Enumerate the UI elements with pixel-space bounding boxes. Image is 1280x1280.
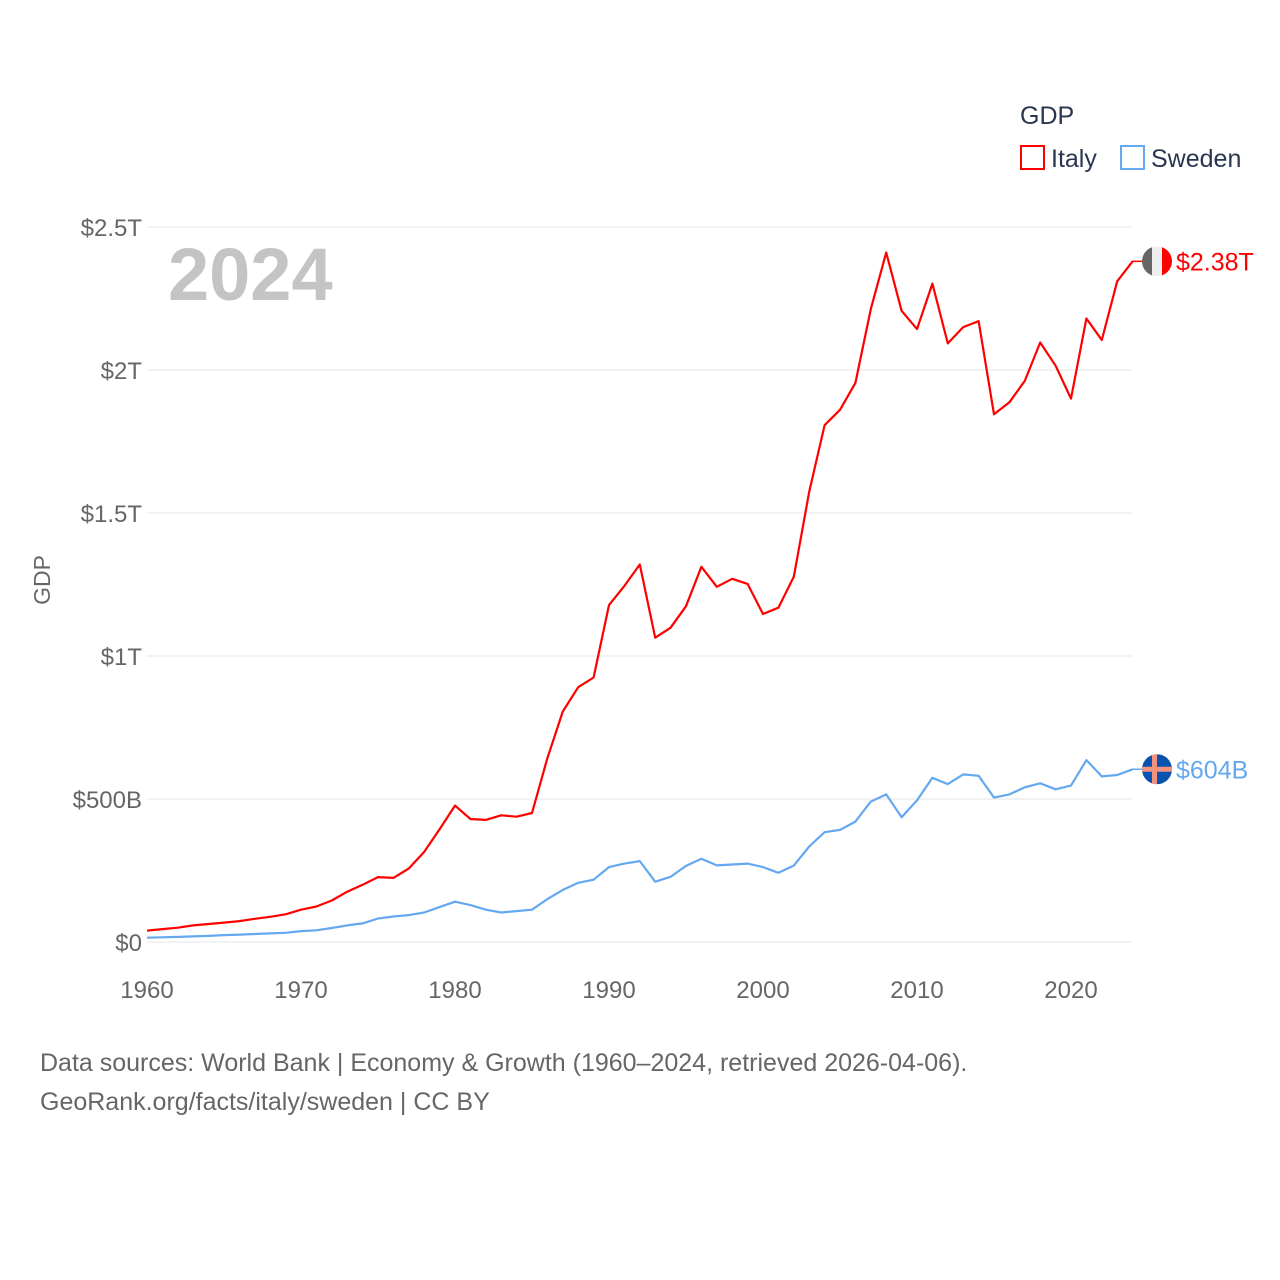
legend-title: GDP bbox=[1020, 102, 1074, 130]
legend-swatch-italy bbox=[1020, 145, 1045, 170]
legend-label-sweden: Sweden bbox=[1151, 145, 1241, 173]
x-tick-label: 2000 bbox=[736, 977, 789, 1004]
y-tick-label: $2T bbox=[101, 358, 143, 385]
y-tick-label: $1T bbox=[101, 644, 143, 671]
sweden-flag-icon bbox=[1142, 754, 1172, 785]
y-tick-label: $2.5T bbox=[81, 215, 143, 242]
legend-item-sweden[interactable]: Sweden bbox=[1120, 145, 1241, 173]
x-tick-label: 1980 bbox=[428, 977, 481, 1004]
series-line-italy bbox=[146, 251, 1134, 932]
x-tick-label: 2010 bbox=[890, 977, 943, 1004]
y-axis-label: GDP bbox=[29, 555, 55, 605]
legend-item-italy[interactable]: Italy bbox=[1020, 145, 1097, 173]
y-tick-label: $500B bbox=[73, 787, 142, 814]
legend: GDP Italy Sweden bbox=[1020, 102, 1241, 173]
series-line-sweden bbox=[146, 758, 1133, 939]
year-watermark: 2024 bbox=[168, 233, 333, 316]
x-tick-label: 1990 bbox=[582, 977, 635, 1004]
x-tick-label: 2020 bbox=[1044, 977, 1097, 1004]
source-line-2: GeoRank.org/facts/italy/sweden | CC BY bbox=[40, 1088, 490, 1116]
x-tick-label: 1960 bbox=[120, 977, 173, 1004]
italy-flag-icon bbox=[1142, 246, 1172, 277]
y-tick-label: $1.5T bbox=[81, 501, 143, 528]
source-line-1: Data sources: World Bank | Economy & Gro… bbox=[40, 1049, 968, 1077]
x-tick-label: 1970 bbox=[274, 977, 327, 1004]
source-note: Data sources: World Bank | Economy & Gro… bbox=[40, 1044, 967, 1122]
y-tick-label: $0 bbox=[115, 930, 142, 957]
end-value-label-italy: $2.38T bbox=[1176, 248, 1254, 276]
legend-label-italy: Italy bbox=[1051, 145, 1097, 173]
end-value-label-sweden: $604B bbox=[1176, 756, 1248, 784]
legend-swatch-sweden bbox=[1120, 145, 1145, 170]
